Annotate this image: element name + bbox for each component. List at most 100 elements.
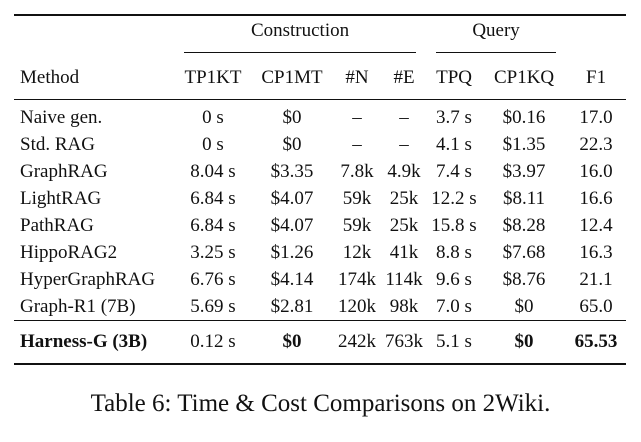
table-cell: 59k (342, 187, 372, 209)
time-cost-table: Construction Query Method TP1KT CP1MT #N #E T… (14, 16, 626, 99)
method-name-cell: Harness-G (3B) (20, 331, 148, 352)
column-header-col-3: #N (345, 66, 369, 88)
table-cell: $1.26 (270, 241, 314, 263)
table-cell: $4.07 (270, 214, 314, 236)
table-cell: 16.6 (579, 187, 613, 209)
table-cell: $0 (514, 331, 534, 352)
table-cell: 7.0 s (436, 295, 472, 317)
column-header-col-7: F1 (586, 66, 607, 88)
table-cell: 4.9k (387, 160, 421, 182)
table-cell: 8.04 s (190, 160, 236, 182)
column-header-col-4: #E (393, 66, 415, 88)
group-header-row: Construction Query (14, 16, 626, 56)
table-cell: $8.11 (502, 187, 546, 209)
table-cell: 6.76 s (190, 268, 236, 290)
table-cell: – (399, 106, 409, 128)
table-cell: 3.25 s (190, 241, 236, 263)
construction-group-header: Construction (174, 16, 426, 56)
table-cell: – (399, 133, 409, 155)
table-cell: $0 (282, 133, 302, 155)
table-cell: 12k (342, 241, 372, 263)
table-cell: – (352, 133, 362, 155)
time-cost-table-highlight: Harness-G (3B) 0.12 s $0 242k 763k 5.1 s $0 65.… (14, 321, 626, 363)
method-name-cell: Std. RAG (20, 133, 95, 155)
table-cell: $0 (282, 106, 302, 128)
table-cell: $8.76 (502, 268, 546, 290)
table-cell: 3.7 s (436, 106, 472, 128)
table-cell: $1.35 (502, 133, 546, 155)
table-cell: 17.0 (579, 106, 613, 128)
table-cell: 5.69 s (190, 295, 236, 317)
query-group-header: Query (426, 16, 566, 56)
table-cell: 21.1 (579, 268, 613, 290)
table-row: GraphRAG 8.04 s $3.35 7.8k 4.9k 7.4 s $3.97 16.… (14, 158, 626, 185)
column-header-col-1: TP1KT (184, 66, 242, 88)
table-cell: 65.53 (574, 331, 618, 352)
table-cell: 7.8k (340, 160, 374, 182)
table-cell: 120k (338, 295, 376, 317)
table-row: Std. RAG 0 s $0 – – 4.1 s $1.35 22.3 (14, 131, 626, 158)
construction-cmidrule (184, 51, 417, 53)
header-rule (14, 99, 626, 100)
table-cell: 114k (385, 268, 423, 290)
table-cell: 174k (338, 268, 376, 290)
table-cell: $2.81 (270, 295, 314, 317)
table-cell: 12.2 s (431, 187, 477, 209)
table-cell: $3.35 (270, 160, 314, 182)
table-cell: $0 (282, 331, 302, 352)
table-cell: 6.84 s (190, 214, 236, 236)
method-name-cell: LightRAG (20, 187, 102, 209)
table-cell: 15.8 s (431, 214, 477, 236)
table-cell: 7.4 s (436, 160, 472, 182)
table-row: Naive gen. 0 s $0 – – 3.7 s $0.16 17.0 (14, 100, 626, 131)
column-header-col-5: TPQ (436, 66, 472, 88)
table-cell: 59k (342, 214, 372, 236)
table-cell: 25k (389, 214, 419, 236)
table-cell: 6.84 s (190, 187, 236, 209)
table-cell: 8.8 s (436, 241, 472, 263)
table-cell: 763k (385, 331, 423, 352)
method-name-cell: PathRAG (20, 214, 94, 236)
bottom-rule (14, 363, 626, 365)
table-cell: $3.97 (502, 160, 546, 182)
table-cell: 98k (389, 295, 419, 317)
method-name-cell: GraphRAG (20, 160, 108, 182)
column-header-col-2: CP1MT (261, 66, 323, 88)
query-cmidrule (436, 51, 557, 53)
results-table-container: Construction Query Method TP1KT CP1MT #N #E T… (14, 14, 626, 365)
table-cell: $0 (514, 295, 534, 317)
table-cell: 0 s (202, 106, 224, 128)
method-name-cell: HippoRAG2 (20, 241, 118, 263)
table-cell: – (352, 106, 362, 128)
column-header-method: Method (20, 66, 80, 88)
table-cell: 16.3 (579, 241, 613, 263)
column-header-row: Method TP1KT CP1MT #N #E TPQ CP1KQ F1 (14, 56, 626, 99)
highlight-row-harness-g: Harness-G (3B) 0.12 s $0 242k 763k 5.1 s $0 65.… (14, 321, 626, 363)
table-cell: 25k (389, 187, 419, 209)
method-name-cell: Naive gen. (20, 106, 103, 128)
table-cell: $0.16 (502, 106, 546, 128)
table-cell: 242k (338, 331, 376, 352)
method-name-cell: HyperGraphRAG (20, 268, 156, 290)
table-row: Graph-R1 (7B) 5.69 s $2.81 120k 98k 7.0 s $0 65… (14, 293, 626, 320)
construction-label: Construction (250, 19, 350, 41)
column-header-col-6: CP1KQ (493, 66, 555, 88)
query-label: Query (472, 19, 520, 41)
pre-highlight-rule (14, 320, 626, 321)
table-cell: $4.07 (270, 187, 314, 209)
top-rule (14, 14, 626, 16)
table-row: HyperGraphRAG 6.76 s $4.14 174k 114k 9.6 s $8.… (14, 266, 626, 293)
table-cell: 0.12 s (190, 331, 236, 352)
table-row: LightRAG 6.84 s $4.07 59k 25k 12.2 s $8.11 16.6 (14, 185, 626, 212)
time-cost-table-body: Naive gen. 0 s $0 – – 3.7 s $0.16 17.0 Std. RAG 0… (14, 100, 626, 320)
table-cell: 22.3 (579, 133, 613, 155)
method-name-cell: Graph-R1 (7B) (20, 295, 136, 317)
table-cell: 41k (389, 241, 419, 263)
table-cell: 9.6 s (436, 268, 472, 290)
table-row: HippoRAG2 3.25 s $1.26 12k 41k 8.8 s $7.68 16.3 (14, 239, 626, 266)
table-cell: 5.1 s (436, 331, 472, 352)
table-cell: $8.28 (502, 214, 546, 236)
table-caption: Table 6: Time & Cost Comparisons on 2Wik… (90, 390, 551, 417)
table-cell: $7.68 (502, 241, 546, 263)
table-cell: 4.1 s (436, 133, 472, 155)
